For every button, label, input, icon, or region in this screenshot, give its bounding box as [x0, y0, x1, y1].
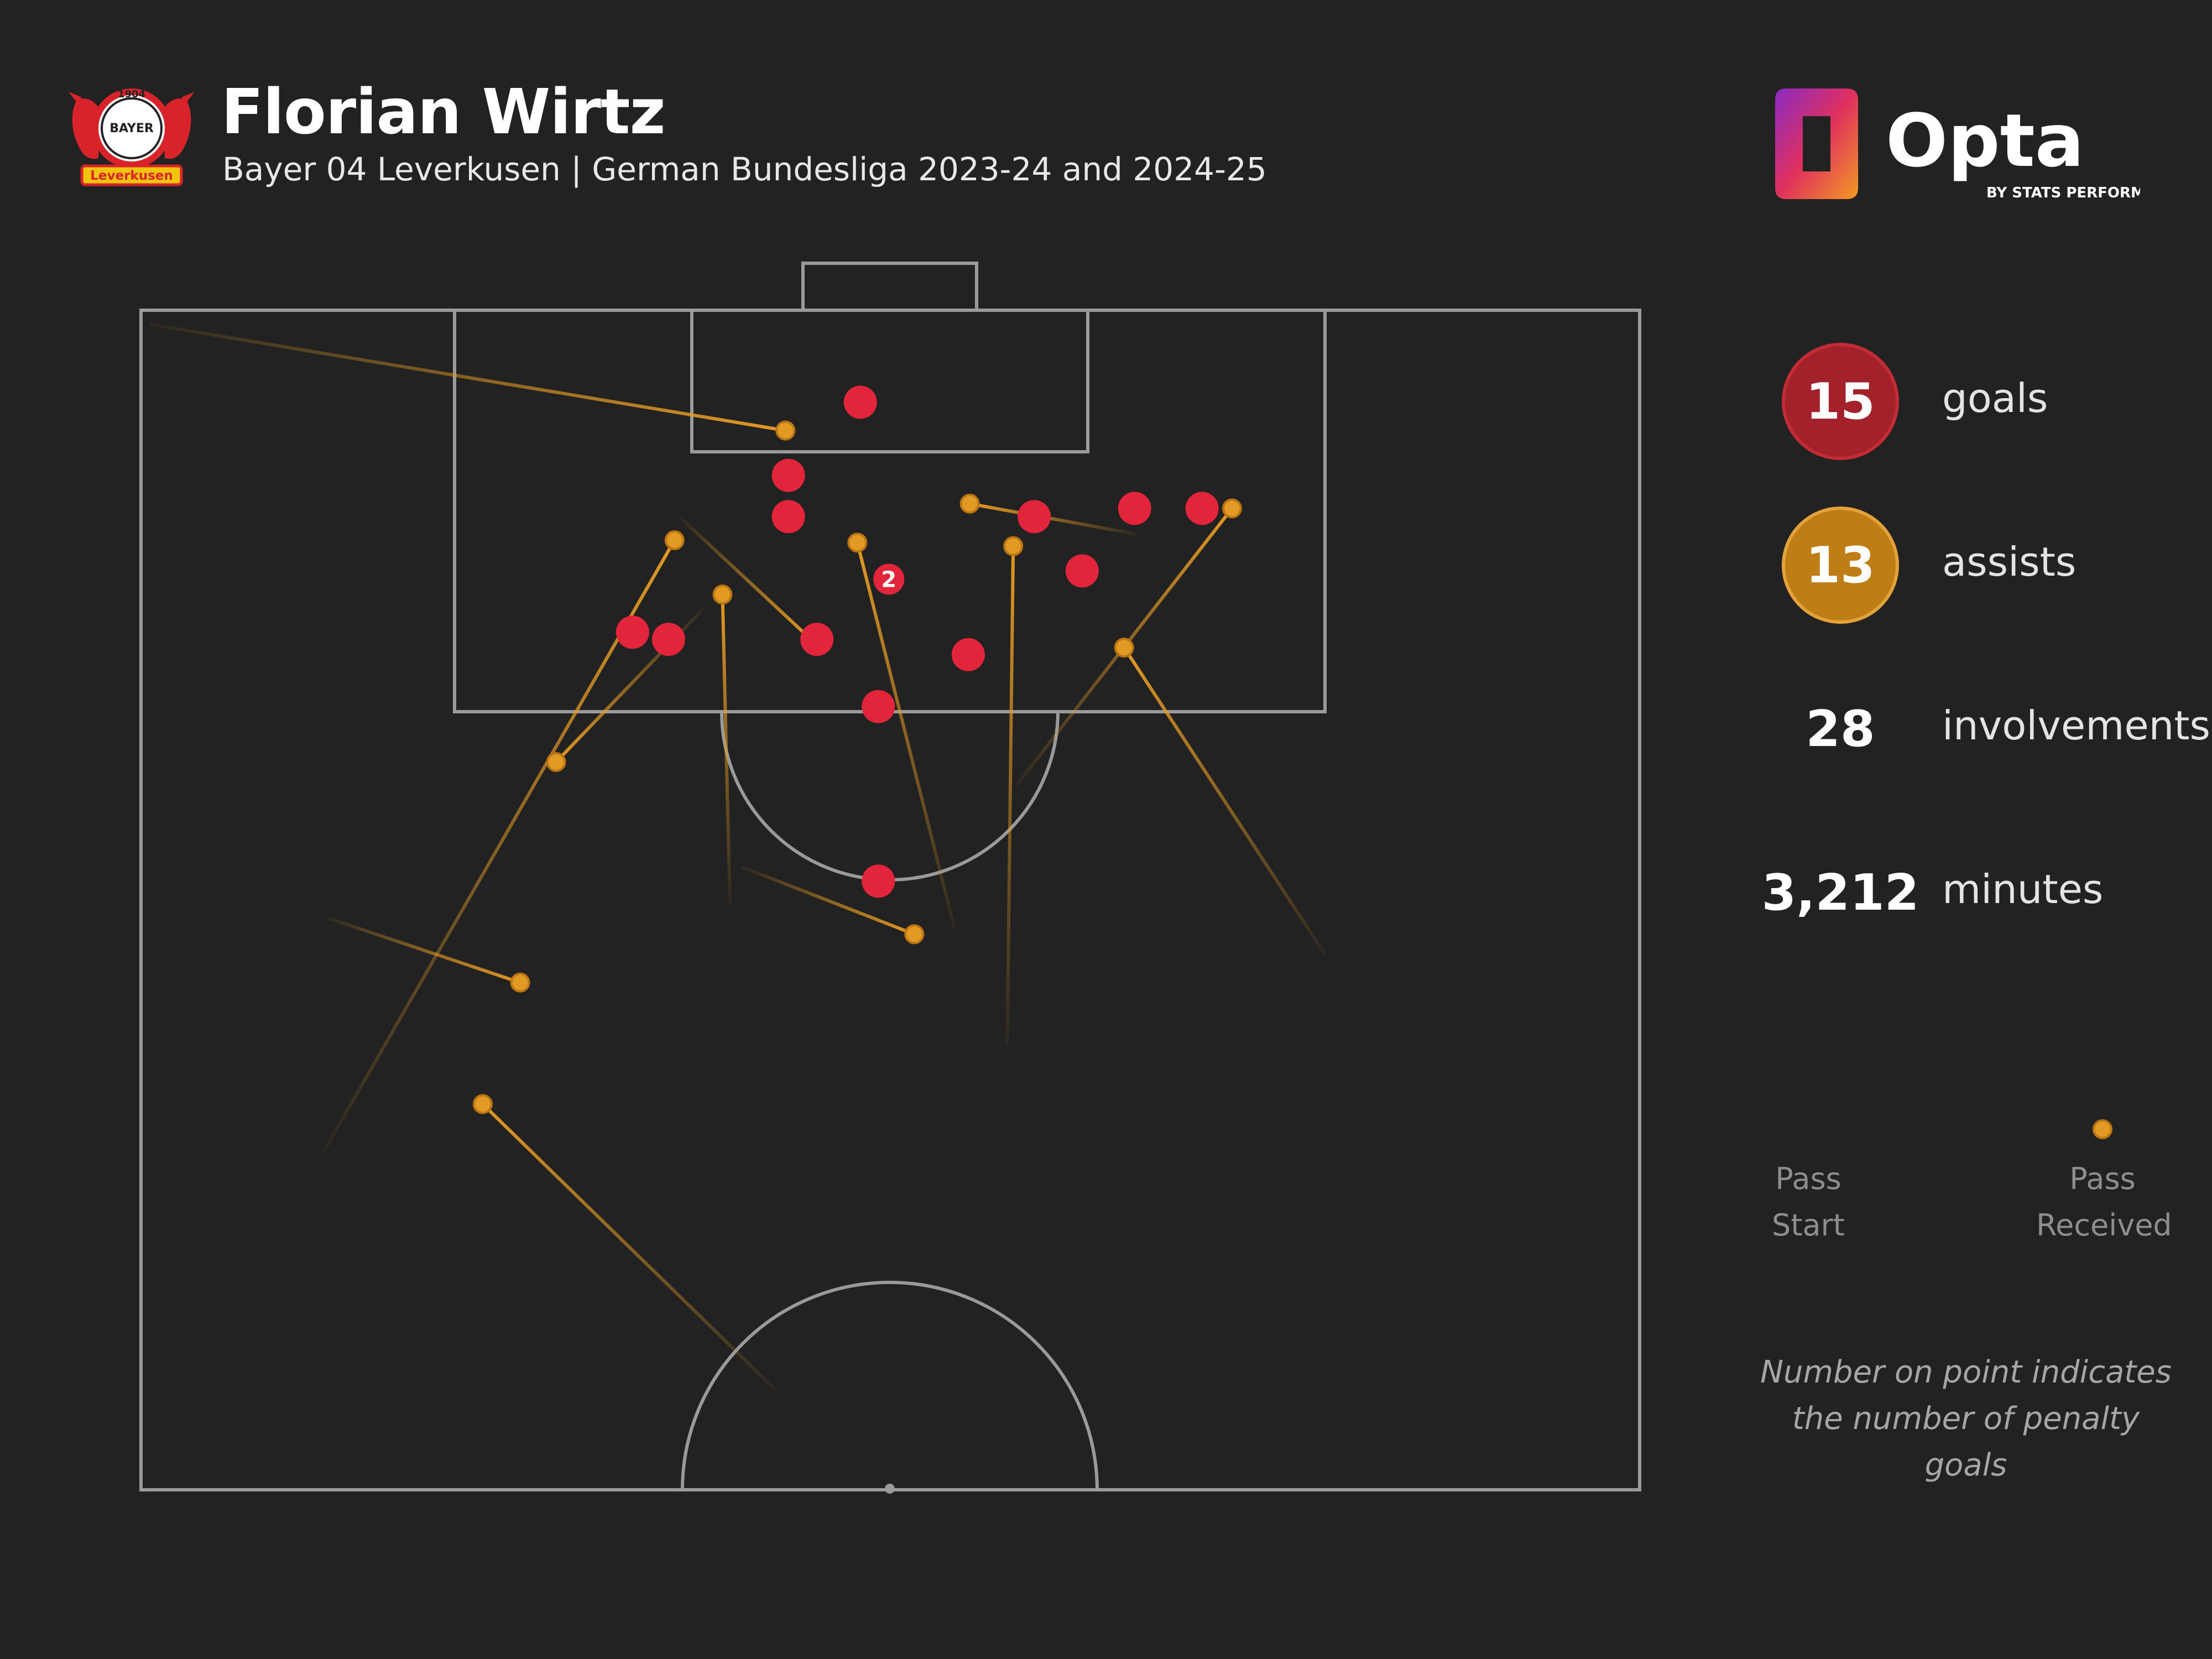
opta-logo: Opta BY STATS PERFORM — [1775, 88, 2140, 201]
crest-banner — [80, 164, 183, 186]
pitch-chart: 2 — [139, 262, 1641, 1494]
center-spot — [885, 1484, 895, 1494]
leverkusen-crest-logo: 1904 BAYER Leverkusen — [69, 88, 195, 186]
footnote-line2: the number of penalty goals — [1792, 1401, 2140, 1483]
goal-point — [843, 385, 877, 419]
center-circle-arc — [681, 1281, 1099, 1490]
assist-pass-line — [149, 322, 786, 432]
opta-tagline: BY STATS PERFORM — [1986, 185, 2140, 201]
six-yard-box — [690, 309, 1089, 453]
minutes-label: minutes — [1942, 866, 2104, 912]
goal-point — [771, 500, 805, 534]
goal-point — [771, 458, 805, 492]
goals-badge: 15 — [1782, 343, 1899, 460]
assists-value: 13 — [1806, 536, 1875, 594]
legend-pass-start: Pass Start — [1742, 1156, 1875, 1249]
assist-received-point — [775, 420, 796, 441]
assist-received-point — [959, 493, 980, 514]
stat-minutes: 3,212 minutes — [1761, 833, 2212, 966]
goal-point — [862, 864, 895, 898]
goal-point — [1118, 492, 1151, 525]
opta-wordmark: Opta — [1886, 98, 2084, 184]
crest-bayer-text: BAYER — [109, 122, 154, 135]
goal-point — [651, 623, 685, 656]
penalty-arc — [720, 711, 1060, 881]
legend-start-line1: Pass — [1775, 1161, 1841, 1196]
crest-leverkusen-text: Leverkusen — [90, 169, 173, 183]
crest-lion-right — [163, 92, 195, 159]
assist-received-point — [1114, 638, 1134, 658]
assist-pass-line — [1005, 546, 1015, 1045]
assist-received-point — [472, 1094, 493, 1114]
assist-received-point — [546, 752, 566, 772]
goal-point — [1185, 492, 1219, 525]
goals-value: 15 — [1806, 372, 1875, 431]
opta-mark-icon — [1775, 88, 1858, 199]
goal-point — [1065, 554, 1099, 588]
stat-assists: 13 assists — [1781, 505, 2212, 638]
legend-end-line2: Received — [2036, 1208, 2172, 1243]
assist-pass-line — [741, 865, 915, 936]
assists-badge: 13 — [1782, 507, 1899, 624]
assist-received-point — [664, 530, 685, 550]
assist-received-point — [510, 972, 530, 993]
goals-label: goals — [1942, 375, 2048, 421]
pass-legend: Pass Start Pass Received — [1759, 1100, 2190, 1255]
assist-received-point — [1222, 498, 1242, 519]
footnote-line1: Number on point indicates — [1760, 1354, 2172, 1390]
chart-subtitle: Bayer 04 Leverkusen | German Bundesliga … — [222, 150, 1267, 188]
assist-received-point — [847, 533, 868, 553]
pitch-outline — [139, 309, 1641, 1491]
assist-pass-line — [969, 502, 1138, 536]
assist-passes — [149, 322, 1327, 1392]
assist-received-point — [712, 585, 733, 605]
assist-received-point — [1003, 536, 1024, 556]
legend-pass-received: Pass Received — [2036, 1156, 2172, 1249]
stat-goals: 15 goals — [1781, 342, 2212, 474]
assist-pass-line — [322, 539, 676, 1152]
goal-point — [862, 690, 895, 723]
goal-point — [951, 638, 985, 671]
goal-shots: 2 — [615, 385, 1219, 898]
assist-pass-line — [1123, 646, 1327, 956]
assists-label: assists — [1942, 539, 2077, 585]
crest-lion-left — [69, 92, 101, 159]
assist-pass-line — [481, 1103, 778, 1392]
goal-point — [1018, 500, 1051, 534]
legend-end-line1: Pass — [2069, 1161, 2136, 1196]
penalty-goal-count-label: 2 — [881, 567, 896, 592]
goal-point — [800, 623, 834, 656]
stat-involvements: 28 involvements — [1781, 669, 2212, 802]
goal — [801, 262, 978, 312]
assist-pass-line — [326, 916, 521, 984]
assist-received-point — [904, 924, 925, 945]
involvements-label: involvements — [1942, 702, 2211, 749]
goal-point — [615, 615, 649, 649]
minutes-value: 3,212 — [1761, 863, 1919, 922]
assist-pass-line — [721, 594, 732, 905]
assist-pass-line — [855, 542, 957, 930]
legend-pass-received-dot — [2093, 1119, 2112, 1139]
legend-pass-line — [1805, 1119, 2112, 1139]
penalty-footnote: Number on point indicates the number of … — [1747, 1349, 2184, 1489]
assist-pass-line — [679, 517, 812, 641]
penalty-goal-point — [873, 564, 905, 595]
involvements-value: 28 — [1806, 700, 1875, 758]
legend-start-line2: Start — [1772, 1208, 1845, 1243]
crest-year: 1904 — [118, 88, 145, 100]
header: 1904 BAYER Leverkusen Florian Wirtz Baye… — [0, 0, 2140, 232]
chart-title: Florian Wirtz — [221, 76, 666, 148]
